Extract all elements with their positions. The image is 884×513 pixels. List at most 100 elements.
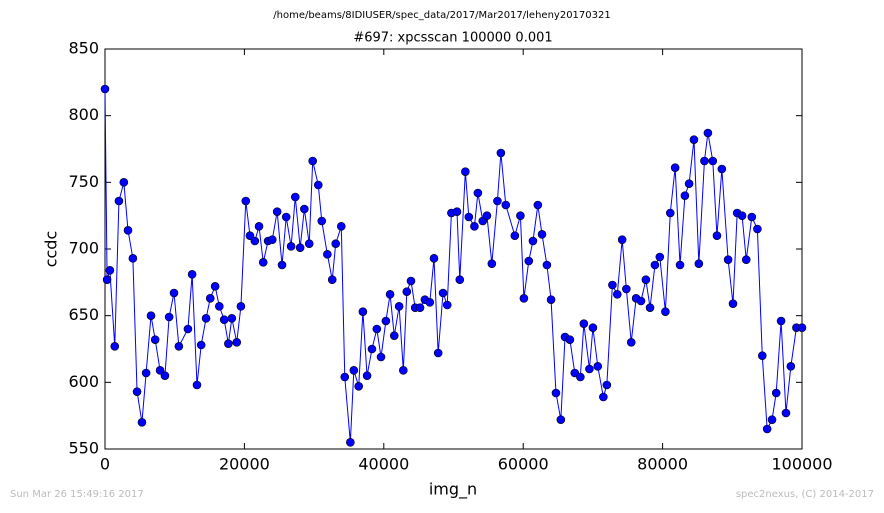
data-point — [438, 288, 448, 298]
data-point — [516, 211, 525, 220]
data-point — [354, 382, 364, 391]
x-tick-label: 60000 — [498, 455, 549, 474]
data-point — [394, 302, 404, 311]
y-axis-label: ccdc — [42, 231, 61, 268]
data-point — [205, 294, 215, 303]
data-point — [308, 156, 318, 166]
data-point — [608, 280, 617, 290]
data-point — [593, 362, 603, 371]
data-point — [110, 342, 120, 351]
data-point — [160, 371, 170, 380]
data-point — [641, 275, 651, 284]
data-point — [406, 276, 416, 286]
data-point — [712, 231, 722, 240]
x-tick-label: 0 — [100, 455, 110, 474]
data-point — [551, 388, 561, 398]
data-point — [415, 303, 425, 312]
data-point — [367, 344, 377, 354]
data-point — [232, 338, 242, 347]
data-point — [797, 323, 807, 332]
data-point — [510, 231, 520, 240]
data-point — [781, 408, 791, 418]
data-point — [286, 242, 296, 251]
data-point — [655, 252, 665, 262]
data-point — [317, 216, 327, 226]
data-point — [119, 178, 129, 187]
data-point — [349, 366, 359, 375]
data-point — [757, 351, 767, 360]
data-point — [588, 323, 598, 332]
suptitle: /home/beams/8IDIUSER/spec_data/2017/Mar2… — [273, 10, 610, 21]
data-point — [210, 282, 220, 291]
data-point — [680, 191, 690, 200]
data-point — [684, 179, 694, 188]
data-point — [224, 339, 233, 348]
data-point — [174, 342, 184, 351]
data-point — [762, 424, 772, 434]
data-point — [665, 208, 675, 218]
data-point — [399, 366, 408, 375]
data-point — [272, 207, 282, 216]
data-point — [737, 211, 747, 220]
data-point — [402, 287, 412, 296]
data-point — [728, 299, 738, 308]
data-point — [277, 260, 287, 270]
data-point — [346, 438, 355, 447]
data-point — [576, 372, 585, 382]
data-point — [501, 200, 511, 210]
data-point — [183, 324, 193, 334]
data-point — [433, 348, 443, 358]
data-point — [482, 211, 492, 220]
data-point — [323, 250, 332, 259]
data-point — [336, 222, 346, 231]
data-point — [747, 212, 757, 222]
data-point — [281, 212, 291, 222]
data-point — [650, 260, 660, 270]
data-point — [537, 230, 547, 239]
x-tick-label: 80000 — [637, 455, 688, 474]
data-point — [612, 290, 622, 299]
data-point — [599, 392, 608, 402]
data-point — [556, 415, 566, 424]
data-point — [304, 239, 314, 248]
data-point — [128, 254, 138, 263]
data-point — [461, 167, 470, 176]
data-point — [464, 212, 474, 222]
data-point — [670, 163, 680, 172]
data-point — [123, 226, 133, 235]
data-point — [376, 352, 386, 362]
y-tick-label: 650 — [68, 305, 99, 324]
data-point — [493, 196, 502, 206]
data-point — [425, 298, 435, 307]
y-tick-label: 600 — [68, 372, 99, 391]
data-point — [452, 207, 462, 216]
data-point — [155, 366, 165, 375]
data-point — [771, 388, 781, 398]
data-point — [579, 319, 589, 328]
data-point — [114, 196, 124, 206]
data-point — [776, 316, 786, 326]
x-axis-label: img_n — [429, 480, 477, 500]
data-point — [187, 270, 197, 279]
x-tick-label: 40000 — [358, 455, 409, 474]
data-point — [164, 312, 174, 322]
data-point — [524, 256, 534, 266]
data-point — [102, 275, 112, 284]
data-point — [340, 372, 350, 382]
data-point — [533, 200, 543, 210]
data-point — [442, 300, 452, 310]
data-point — [313, 180, 323, 190]
data-point — [146, 311, 156, 320]
data-point — [661, 307, 670, 316]
y-tick-label: 550 — [68, 439, 99, 458]
data-point — [429, 254, 439, 263]
data-point — [362, 371, 372, 380]
x-tick-label: 20000 — [219, 455, 270, 474]
data-point — [700, 156, 709, 166]
data-point — [585, 364, 594, 374]
data-point — [227, 314, 237, 323]
data-point — [250, 236, 260, 246]
data-point — [487, 259, 497, 268]
